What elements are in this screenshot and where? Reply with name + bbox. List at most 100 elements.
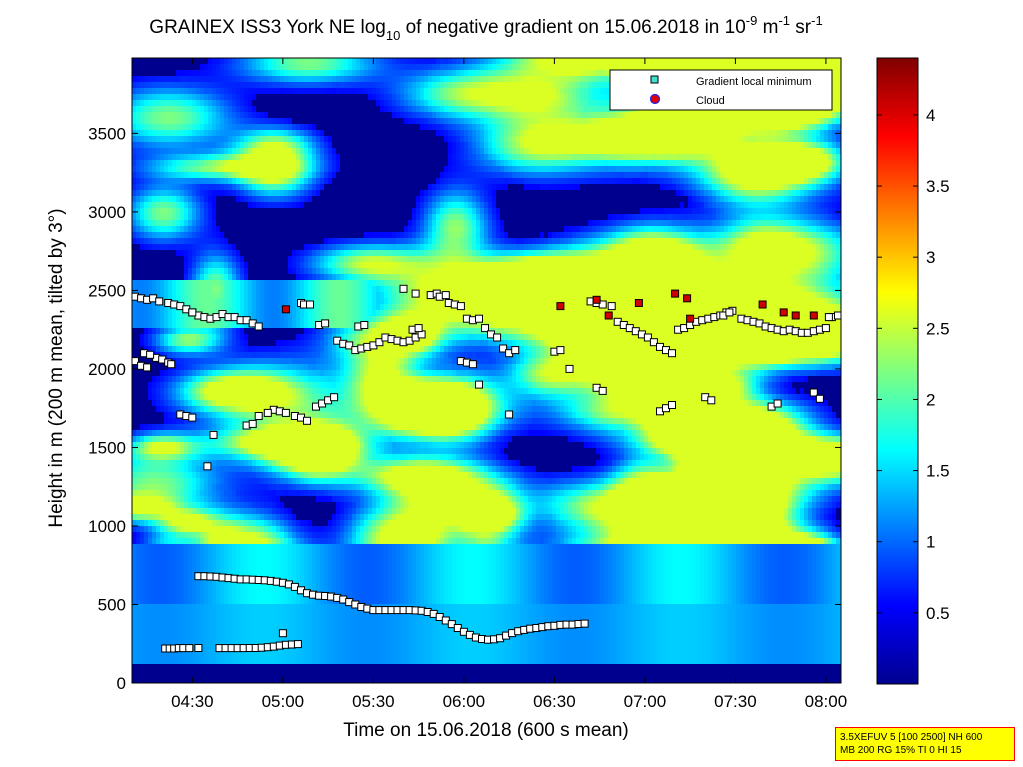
- y-tick-label: 500: [98, 595, 126, 614]
- chart-title: GRAINEX ISS3 York NE log10 of negative g…: [149, 13, 822, 43]
- gradient-minimum-point: [499, 344, 508, 353]
- y-tick-label: 3500: [88, 124, 126, 143]
- gradient-minimum-point: [209, 430, 218, 439]
- series-gradient-local-minimum: [132, 284, 841, 653]
- y-axis: 0 500 1000 1500 2000 2500 3000 3500: [88, 124, 841, 693]
- gradient-minimum-point: [414, 324, 423, 333]
- heatmap-area: [132, 58, 841, 683]
- cloud-point: [686, 314, 695, 323]
- legend-marker-minimum: [650, 75, 659, 84]
- gradient-minimum-point: [360, 321, 369, 329]
- cloud-point: [604, 311, 613, 320]
- gradient-minimum-point: [263, 408, 272, 417]
- gradient-minimum-point: [607, 302, 616, 311]
- y-tick-label: 3000: [88, 203, 126, 222]
- cloud-point: [779, 308, 788, 317]
- gradient-minimum-point: [330, 393, 339, 402]
- gradient-minimum-point: [441, 291, 450, 300]
- cloud-point: [683, 294, 692, 303]
- x-axis: 04:30 05:00 05:30 06:00 06:30 07:00 07:30 08:00: [171, 58, 847, 711]
- x-tick-label: 06:00: [443, 692, 486, 711]
- gradient-minimum-point: [281, 408, 290, 417]
- colorbar-tick-label: 4: [926, 106, 935, 125]
- colorbar: 0.5 1 1.5 2 2.5 3 3.5 4: [876, 57, 950, 685]
- y-tick-label: 0: [117, 674, 126, 693]
- gradient-minimum-point: [809, 388, 818, 397]
- cloud-point: [592, 295, 601, 304]
- y-tick-label: 2500: [88, 281, 126, 300]
- gradient-minimum-point: [773, 399, 782, 408]
- gradient-minimum-point: [345, 341, 354, 350]
- y-tick-label: 1500: [88, 438, 126, 457]
- legend-label-minimum: Gradient local minimum: [696, 76, 812, 88]
- colorbar-tick-label: 1.5: [926, 462, 950, 481]
- gradient-minimum-point: [493, 333, 502, 342]
- cloud-point: [671, 289, 680, 298]
- gradient-minimum-point: [456, 302, 465, 311]
- gradient-minimum-point: [815, 394, 824, 403]
- gradient-minimum-point: [132, 357, 139, 366]
- gradient-minimum-point: [194, 644, 203, 652]
- gradient-minimum-point: [511, 346, 520, 355]
- cloud-point: [281, 305, 290, 314]
- gradient-minimum-point: [411, 289, 420, 298]
- colorbar-tick-label: 2: [926, 390, 935, 409]
- gradient-minimum-point: [188, 308, 197, 317]
- colorbar-tick-label: 0.5: [926, 604, 950, 623]
- gradient-minimum-point: [185, 644, 194, 653]
- gradient-minimum-point: [321, 319, 330, 328]
- cloud-point: [634, 299, 643, 307]
- cloud-point: [809, 311, 818, 320]
- gradient-minimum-point: [399, 284, 408, 293]
- gradient-minimum-point: [725, 308, 734, 317]
- gradient-minimum-point: [155, 297, 164, 306]
- gradient-minimum-point: [475, 314, 483, 323]
- gradient-minimum-point: [505, 410, 514, 419]
- gradient-minimum-point: [306, 300, 314, 309]
- gradient-minimum-point: [824, 313, 833, 322]
- gradient-minimum-point: [248, 419, 257, 428]
- cloud-point: [556, 302, 565, 311]
- gradient-minimum-point: [188, 413, 197, 422]
- gradient-minimum-point: [146, 350, 155, 359]
- gradient-minimum-point: [475, 380, 483, 389]
- legend-marker-cloud: [649, 93, 661, 105]
- cloud-point: [758, 300, 767, 309]
- gradient-minimum-point: [254, 412, 263, 420]
- settings-infobox: 3.5XEFUV 5 [100 2500] NH 600 MB 200 RG 1…: [835, 727, 1015, 761]
- gradient-minimum-point: [643, 333, 652, 342]
- x-axis-label: Time on 15.06.2018 (600 s mean): [343, 720, 629, 741]
- gradient-minimum-point: [143, 363, 152, 372]
- colorbar-tick-label: 3: [926, 248, 935, 267]
- gradient-minimum-point: [565, 364, 574, 373]
- gradient-minimum-point: [203, 462, 212, 471]
- gradient-minimum-point: [167, 360, 176, 369]
- gradient-minimum-point: [293, 640, 302, 649]
- x-tick-label: 07:30: [714, 692, 757, 711]
- gradient-minimum-point: [303, 416, 311, 425]
- gradient-minimum-point: [580, 619, 589, 628]
- gradient-minimum-point: [278, 629, 287, 638]
- x-tick-label: 05:30: [352, 692, 395, 711]
- gradient-minimum-point: [649, 338, 658, 347]
- colorbar-tick-label: 1: [926, 533, 935, 552]
- gradient-minimum-point: [668, 349, 676, 358]
- infobox-line-2: MB 200 RG 15% TI 0 HI 15: [840, 745, 962, 756]
- colorbar-tick-label: 3.5: [926, 177, 950, 196]
- cloud-point: [791, 311, 800, 320]
- y-axis-label: Height in m (200 m mean, tilted by 3°): [46, 208, 67, 527]
- x-tick-label: 06:30: [533, 692, 576, 711]
- plot-frame: [131, 57, 842, 684]
- gradient-minimum-point: [481, 324, 489, 333]
- gradient-minimum-point: [707, 396, 716, 405]
- legend: Gradient local minimum Cloud: [609, 69, 833, 111]
- gradient-minimum-point: [598, 386, 607, 395]
- gradient-minimum-point: [834, 311, 841, 320]
- infobox-line-1: 3.5XEFUV 5 [100 2500] NH 600: [840, 732, 983, 743]
- x-tick-label: 04:30: [171, 692, 214, 711]
- x-tick-label: 07:00: [624, 692, 667, 711]
- x-tick-label: 05:00: [262, 692, 305, 711]
- x-tick-label: 08:00: [805, 692, 848, 711]
- y-tick-label: 2000: [88, 360, 126, 379]
